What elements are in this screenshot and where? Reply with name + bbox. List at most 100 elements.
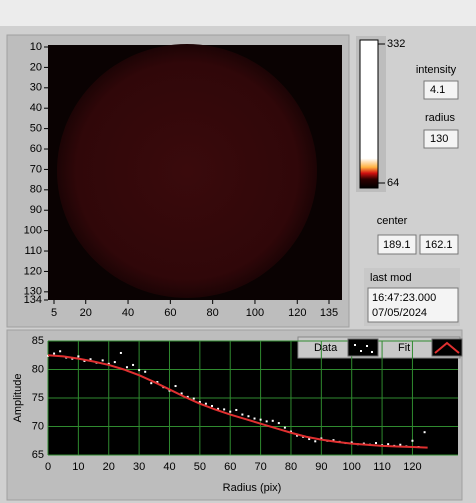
data-point	[59, 350, 62, 353]
legend-label: Fit	[398, 342, 410, 354]
toolbar	[0, 0, 476, 26]
x-tick-label: 10	[72, 461, 84, 473]
x-axis-label: Radius (pix)	[223, 482, 282, 494]
data-point	[192, 397, 195, 400]
data-point	[314, 440, 317, 443]
x-tick-label: 40	[163, 461, 175, 473]
data-point	[132, 363, 135, 366]
legend-line	[434, 341, 460, 354]
data-point	[399, 443, 402, 446]
data-point	[283, 426, 286, 429]
data-point	[332, 439, 335, 442]
data-point	[138, 369, 141, 372]
y-tick-label: 80	[32, 363, 44, 375]
y-tick-label: 65	[32, 449, 44, 461]
x-tick-label: 120	[403, 461, 421, 473]
y-tick-label: 40	[30, 102, 42, 114]
colorbar-label: 332	[387, 38, 405, 50]
y-tick-label: 80	[30, 184, 42, 196]
y-axis-label: Amplitude	[12, 374, 24, 423]
legend-dot	[354, 344, 356, 346]
data-point	[180, 392, 183, 395]
data-point	[174, 385, 177, 388]
data-point	[411, 439, 414, 442]
y-tick-label: 10	[30, 41, 42, 53]
y-tick-label: 70	[32, 420, 44, 432]
indicator-value: 16:47:23.000	[372, 292, 436, 304]
x-tick-label: 80	[285, 461, 297, 473]
indicator-box	[419, 234, 459, 255]
indicator-value: 07/05/2024	[372, 307, 427, 319]
data-point	[211, 404, 213, 407]
x-tick-label: 110	[373, 461, 391, 473]
legend-dot	[371, 351, 373, 353]
data-point	[423, 431, 426, 434]
data-point	[350, 441, 353, 444]
data-point	[144, 370, 147, 373]
data-point	[156, 381, 159, 384]
data-point	[83, 359, 86, 362]
legend-swatch	[431, 338, 463, 357]
x-tick-label: 70	[254, 461, 266, 473]
data-point	[217, 407, 220, 410]
y-tick-label: 70	[30, 163, 42, 175]
x-tick-label: 60	[164, 307, 176, 319]
data-point	[259, 418, 262, 421]
data-point	[235, 408, 238, 411]
y-tick-label: 134	[24, 294, 42, 306]
y-tick-label: 50	[30, 123, 42, 135]
y-tick-label: 130	[24, 286, 42, 298]
data-point	[308, 438, 311, 441]
data-point	[320, 437, 323, 440]
x-tick-label: 100	[246, 307, 264, 319]
legend-dot	[366, 345, 368, 347]
data-point	[229, 410, 232, 413]
colorbar-label: 64	[387, 177, 399, 189]
x-tick-label: 80	[207, 307, 219, 319]
data-point	[296, 434, 299, 437]
y-tick-label: 110	[24, 245, 42, 257]
data-point	[253, 417, 256, 420]
indicator-box	[423, 80, 459, 100]
indicator-box	[367, 287, 459, 323]
x-tick-label: 50	[194, 461, 206, 473]
x-tick-label: 100	[343, 461, 361, 473]
data-point	[198, 400, 201, 403]
data-point	[265, 420, 268, 423]
x-tick-label: 0	[45, 461, 51, 473]
x-tick-label: 120	[288, 307, 306, 319]
data-point	[168, 389, 171, 392]
data-point	[89, 358, 92, 361]
y-tick-label: 30	[30, 82, 42, 94]
x-tick-label: 20	[103, 461, 115, 473]
legend-label: Data	[314, 342, 338, 354]
indicator-value: 189.1	[383, 239, 411, 251]
data-point	[119, 351, 122, 354]
intensity-image	[57, 44, 317, 298]
indicator-value: 4.1	[430, 84, 445, 96]
legend-dot	[360, 350, 362, 352]
data-point	[271, 419, 274, 422]
data-point	[241, 413, 244, 416]
data-point	[375, 442, 377, 445]
data-point	[101, 359, 104, 362]
data-point	[223, 408, 226, 411]
x-tick-label: 20	[80, 307, 92, 319]
x-tick-label: 40	[122, 307, 134, 319]
data-point	[125, 366, 128, 369]
indicator-label: center	[377, 215, 408, 227]
indicator-value: 130	[430, 133, 448, 145]
indicator-label: intensity	[416, 64, 457, 76]
fit-line	[47, 354, 428, 449]
data-point	[107, 362, 110, 365]
x-tick-label: 60	[224, 461, 236, 473]
x-tick-label: 135	[320, 307, 338, 319]
y-tick-label: 100	[24, 225, 42, 237]
indicator-box	[423, 129, 459, 149]
y-tick-label: 120	[24, 265, 42, 277]
x-tick-label: 30	[133, 461, 145, 473]
y-tick-label: 20	[30, 61, 42, 73]
data-point	[77, 355, 80, 358]
